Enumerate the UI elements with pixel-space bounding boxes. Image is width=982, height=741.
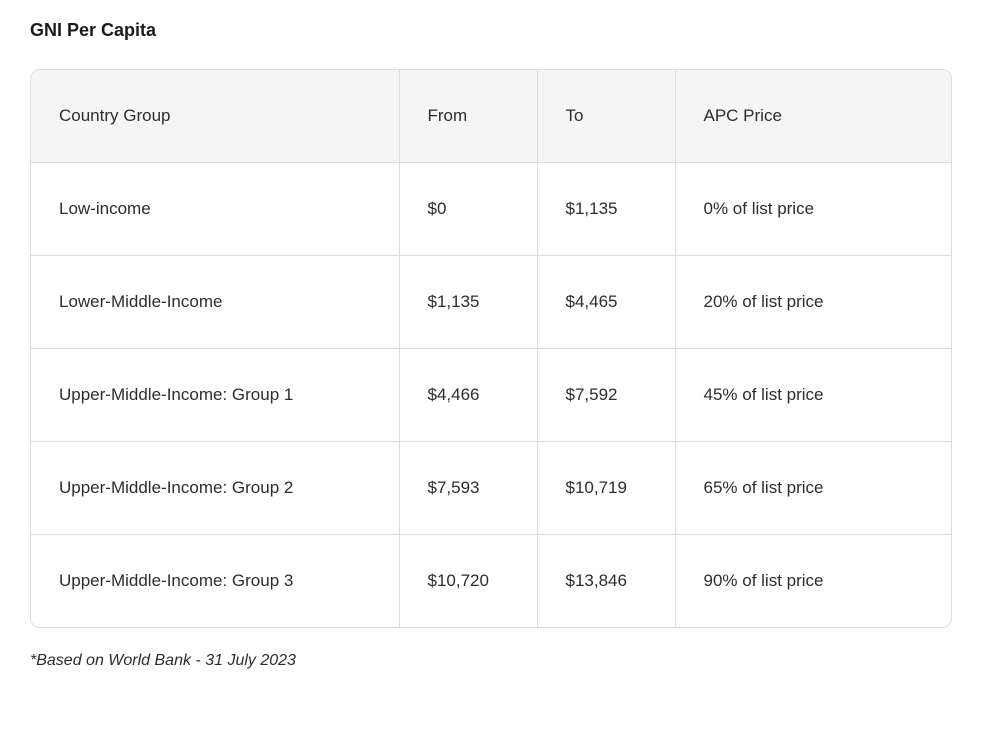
footnote: *Based on World Bank - 31 July 2023 (30, 652, 952, 670)
cell-apc-price: 20% of list price (675, 256, 951, 349)
cell-to: $4,465 (537, 256, 675, 349)
cell-to: $10,719 (537, 442, 675, 535)
cell-from: $0 (399, 163, 537, 256)
pricing-table: Country Group From To APC Price Low-inco… (31, 70, 951, 627)
header-apc-price: APC Price (675, 70, 951, 163)
page-title: GNI Per Capita (30, 20, 952, 41)
cell-apc-price: 45% of list price (675, 349, 951, 442)
table-row: Upper-Middle-Income: Group 3 $10,720 $13… (31, 535, 951, 628)
cell-from: $1,135 (399, 256, 537, 349)
table-row: Upper-Middle-Income: Group 2 $7,593 $10,… (31, 442, 951, 535)
cell-to: $7,592 (537, 349, 675, 442)
cell-apc-price: 90% of list price (675, 535, 951, 628)
pricing-table-container: Country Group From To APC Price Low-inco… (30, 69, 952, 628)
cell-from: $7,593 (399, 442, 537, 535)
cell-apc-price: 65% of list price (675, 442, 951, 535)
cell-country-group: Lower-Middle-Income (31, 256, 399, 349)
table-header-row: Country Group From To APC Price (31, 70, 951, 163)
header-from: From (399, 70, 537, 163)
cell-to: $1,135 (537, 163, 675, 256)
header-to: To (537, 70, 675, 163)
cell-country-group: Upper-Middle-Income: Group 1 (31, 349, 399, 442)
table-row: Upper-Middle-Income: Group 1 $4,466 $7,5… (31, 349, 951, 442)
header-country-group: Country Group (31, 70, 399, 163)
cell-country-group: Upper-Middle-Income: Group 3 (31, 535, 399, 628)
cell-to: $13,846 (537, 535, 675, 628)
cell-country-group: Upper-Middle-Income: Group 2 (31, 442, 399, 535)
cell-from: $4,466 (399, 349, 537, 442)
cell-from: $10,720 (399, 535, 537, 628)
cell-apc-price: 0% of list price (675, 163, 951, 256)
table-row: Low-income $0 $1,135 0% of list price (31, 163, 951, 256)
table-row: Lower-Middle-Income $1,135 $4,465 20% of… (31, 256, 951, 349)
cell-country-group: Low-income (31, 163, 399, 256)
